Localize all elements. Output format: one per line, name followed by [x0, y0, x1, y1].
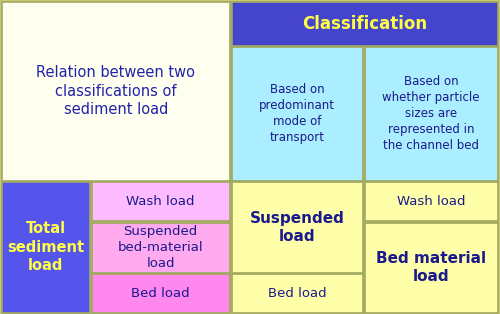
Bar [2, 182, 90, 313]
Bar [92, 223, 230, 273]
Text: Wash load: Wash load [397, 195, 466, 208]
Bar [232, 182, 362, 273]
Text: Bed load: Bed load [131, 287, 190, 300]
Text: Relation between two
classifications of
sediment load: Relation between two classifications of … [36, 65, 195, 117]
Bar [232, 274, 362, 313]
Bar [364, 223, 498, 313]
Text: Based on
whether particle
sizes are
represented in
the channel bed: Based on whether particle sizes are repr… [382, 75, 480, 152]
Text: Wash load: Wash load [126, 195, 195, 208]
Bar [364, 182, 498, 221]
Bar [232, 47, 362, 181]
Text: Bed load: Bed load [268, 287, 326, 300]
Text: Suspended
load: Suspended load [250, 211, 344, 244]
Text: Bed material
load: Bed material load [376, 251, 486, 284]
Text: Total
sediment
load: Total sediment load [7, 221, 84, 273]
Bar [92, 274, 230, 313]
Text: Classification: Classification [302, 15, 428, 33]
Bar [232, 2, 498, 46]
Bar [2, 2, 230, 181]
Text: Based on
predominant
mode of
transport: Based on predominant mode of transport [259, 83, 335, 144]
Bar [92, 182, 230, 221]
Bar [364, 47, 498, 181]
Text: Suspended
bed-material
load: Suspended bed-material load [118, 225, 204, 270]
